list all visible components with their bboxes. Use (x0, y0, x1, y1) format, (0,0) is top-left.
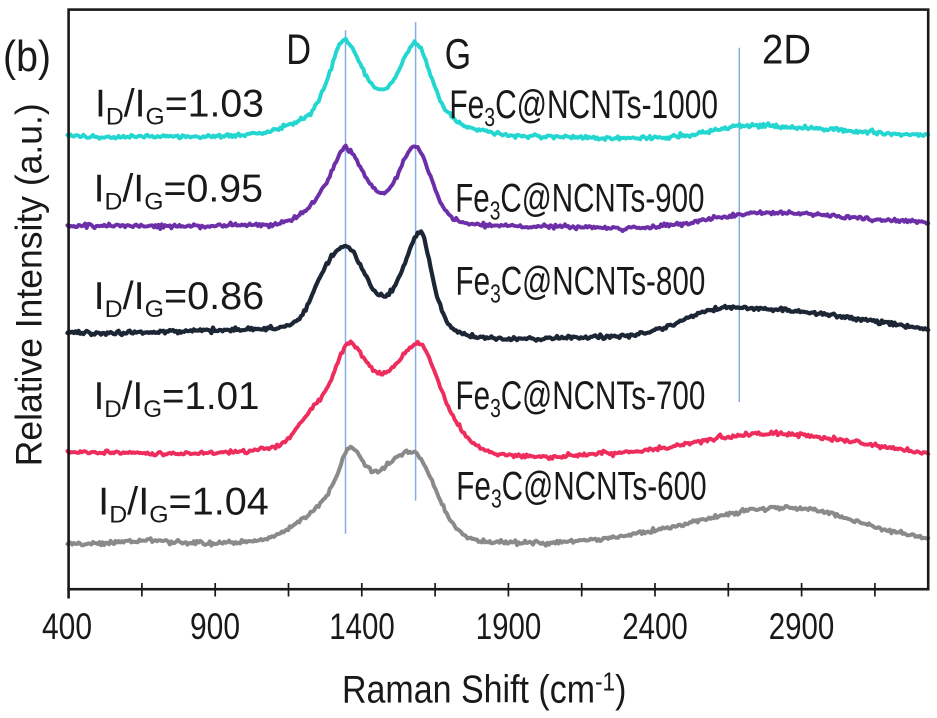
svg-text:1400: 1400 (329, 606, 395, 647)
svg-text:Raman Shift (cm-1): Raman Shift (cm-1) (342, 667, 627, 712)
svg-text:2900: 2900 (769, 606, 835, 647)
svg-text:ID/IG=0.86: ID/IG=0.86 (94, 275, 265, 323)
svg-text:ID/IG=1.04: ID/IG=1.04 (98, 481, 269, 529)
svg-text:G: G (445, 31, 471, 79)
svg-text:Fe3C@NCNTs-1000: Fe3C@NCNTs-1000 (449, 83, 718, 132)
svg-text:Fe3C@NCNTs-800: Fe3C@NCNTs-800 (456, 260, 706, 309)
svg-text:Relative Intensity (a.u.): Relative Intensity (a.u.) (8, 103, 49, 466)
svg-text:900: 900 (190, 606, 240, 647)
svg-text:ID/IG=1.03: ID/IG=1.03 (95, 83, 264, 131)
svg-text:2400: 2400 (622, 606, 688, 647)
svg-text:D: D (286, 26, 311, 74)
svg-text:1900: 1900 (476, 606, 542, 647)
svg-text:400: 400 (42, 606, 92, 647)
svg-text:(b): (b) (3, 33, 51, 81)
svg-text:2D: 2D (762, 25, 811, 72)
svg-text:ID/IG=1.01: ID/IG=1.01 (94, 375, 260, 423)
svg-text:Fe3C@NCNTs-600: Fe3C@NCNTs-600 (456, 465, 706, 514)
svg-text:ID/IG=0.95: ID/IG=0.95 (94, 167, 263, 215)
